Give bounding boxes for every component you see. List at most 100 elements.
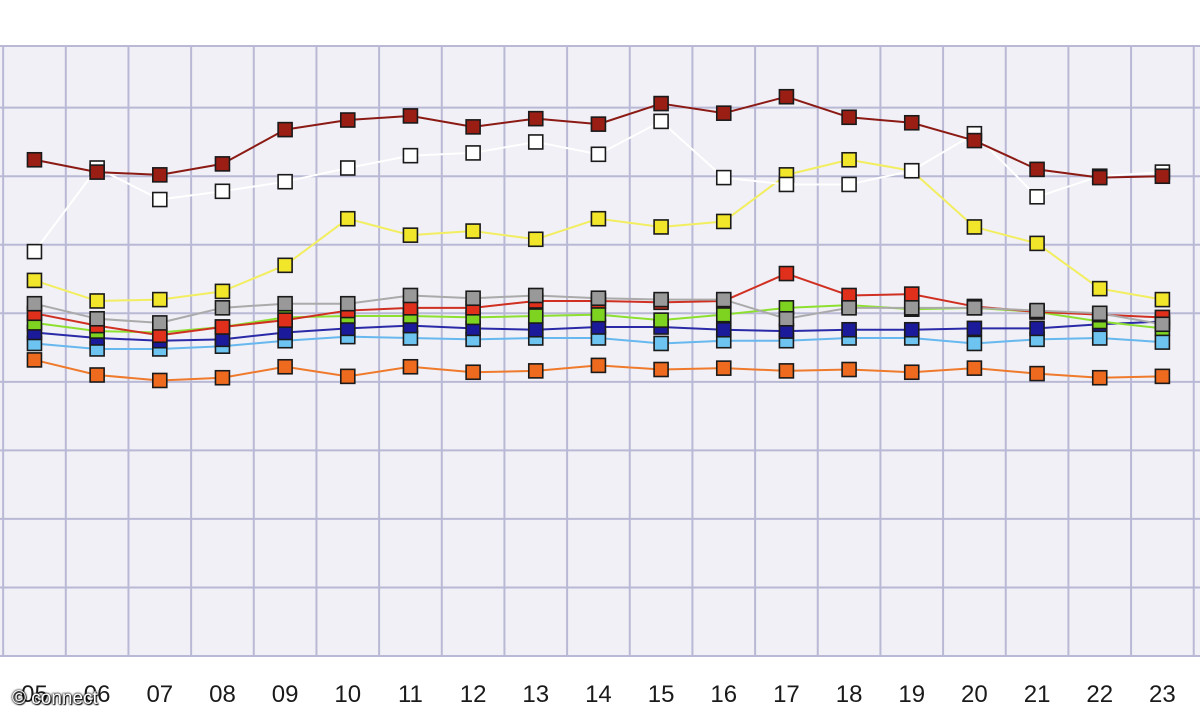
x-tick-label: 12	[460, 681, 487, 708]
series-1-point	[402, 108, 419, 124]
series-1-point	[339, 112, 356, 128]
x-tick-label: 06	[84, 681, 111, 708]
series-2-point	[214, 183, 231, 200]
series-1-point	[841, 109, 857, 126]
series-2-point	[1029, 188, 1045, 205]
series-1-point	[151, 167, 168, 183]
x-tick-label: 07	[146, 681, 173, 708]
x-tick-label: 19	[898, 681, 925, 708]
series-3-point	[715, 213, 732, 230]
series-2-point	[903, 162, 920, 179]
series-9-point	[89, 367, 105, 383]
x-axis-tick-labels: 05 06 07 08 09 10 11 12 13 14 15 16 17 18 19 20 21 22 23	[21, 681, 1176, 708]
series-9-point	[903, 364, 920, 381]
series-4-point	[903, 300, 920, 316]
series-7-point	[966, 320, 983, 337]
series-9-point	[402, 358, 419, 375]
series-5-point	[778, 265, 795, 282]
series-1-point	[1154, 168, 1171, 185]
series-markers	[26, 88, 1171, 389]
series-4-point	[653, 291, 669, 308]
series-4-point	[402, 287, 419, 304]
series-9-point	[1091, 369, 1108, 386]
series-9-point	[715, 360, 732, 376]
series-3-point	[465, 223, 481, 239]
series-4-point	[89, 310, 105, 327]
series-1-point	[590, 116, 607, 132]
series-4-point	[151, 315, 168, 331]
series-7-point	[841, 321, 857, 338]
series-9-point	[966, 360, 983, 376]
x-tick-label: 14	[585, 681, 612, 708]
series-4-point	[277, 295, 293, 312]
series-4-point	[465, 290, 481, 307]
series-7-point	[903, 321, 920, 338]
series-7-point	[527, 321, 544, 338]
series-4-point	[1029, 302, 1045, 319]
chart-grid	[0, 45, 1200, 657]
series-1-point	[778, 88, 795, 105]
series-4-point	[841, 300, 857, 316]
series-3-point	[277, 257, 293, 274]
series-1-point	[465, 119, 481, 135]
series-8-point	[1154, 334, 1171, 350]
series-5-point	[277, 312, 293, 328]
x-tick-label: 22	[1086, 681, 1113, 708]
series-2-point	[653, 113, 669, 130]
series-9-point	[841, 361, 857, 378]
series-8-point	[1091, 330, 1108, 346]
series-1-point	[653, 95, 669, 112]
watermark: © connect	[12, 688, 98, 709]
series-2-point	[465, 145, 481, 161]
series-1-point	[89, 164, 105, 180]
x-tick-label: 13	[522, 681, 549, 708]
series-4-point	[1154, 316, 1171, 333]
series-2-point	[778, 176, 795, 193]
series-9-point	[590, 357, 607, 374]
x-tick-label: 05	[21, 681, 48, 708]
series-2-point	[402, 147, 419, 164]
series-9-point	[1154, 368, 1171, 385]
series-1-point	[1091, 169, 1108, 186]
series-2-point	[151, 191, 168, 208]
series-3-point	[89, 293, 105, 309]
series-1-point	[903, 114, 920, 131]
series-1-point	[966, 132, 983, 149]
series-9-point	[214, 369, 231, 386]
series-9-point	[151, 372, 168, 389]
x-tick-label: 09	[272, 681, 299, 708]
series-3-point	[1091, 280, 1108, 297]
series-4-point	[527, 287, 544, 304]
series-4-point	[1091, 305, 1108, 322]
series-4-point	[590, 290, 607, 307]
series-9-point	[653, 361, 669, 378]
series-7-point	[1029, 320, 1045, 337]
x-tick-label: 11	[398, 681, 423, 708]
series-8-point	[653, 335, 669, 352]
series-2-point	[26, 243, 43, 260]
series-3-point	[653, 219, 669, 235]
series-2-point	[339, 160, 356, 176]
series-5-point	[903, 286, 920, 302]
x-tick-label: 16	[710, 681, 737, 708]
series-3-point	[402, 227, 419, 243]
series-3-point	[527, 231, 544, 248]
series-3-point	[966, 219, 983, 235]
series-1-point	[26, 151, 43, 168]
series-4-point	[339, 295, 356, 312]
x-tick-label: 08	[209, 681, 236, 708]
series-9-point	[1029, 365, 1045, 382]
series-2-point	[277, 173, 293, 190]
x-tick-label: 18	[836, 681, 863, 708]
series-9-point	[277, 358, 293, 375]
series-4-point	[778, 310, 795, 327]
plot-background	[0, 46, 1200, 656]
x-tick-label: 10	[334, 681, 361, 708]
x-tick-label: 17	[773, 681, 800, 708]
series-6-point	[527, 308, 544, 324]
series-1-point	[527, 110, 544, 127]
series-3-point	[590, 210, 607, 227]
series-9-point	[778, 363, 795, 379]
series-1-point	[277, 121, 293, 138]
series-3-point	[339, 210, 356, 227]
